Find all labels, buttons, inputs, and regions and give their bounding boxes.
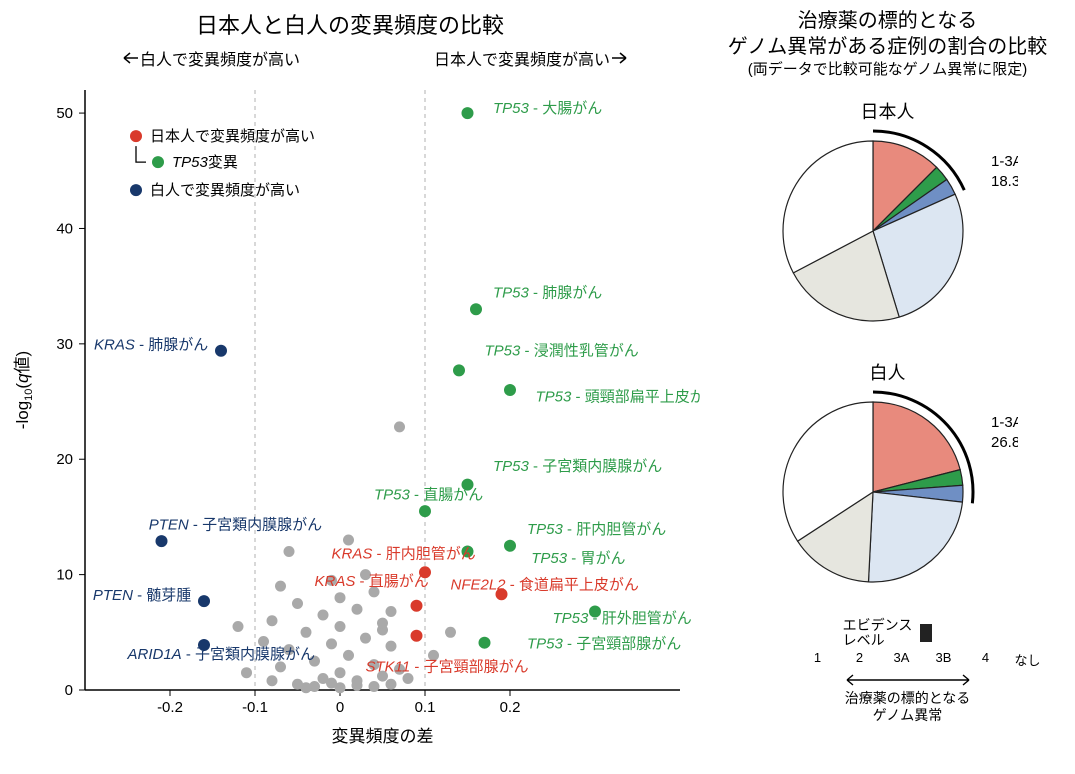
evidence-legend: エビデンス レベル: [710, 618, 1065, 649]
svg-text:0.2: 0.2: [500, 699, 521, 716]
svg-text:0: 0: [65, 682, 73, 699]
scatter-arrow-row: 白人で変異頻度が高い 日本人で変異頻度が高い: [0, 46, 700, 70]
svg-text:TP53 - 肝内胆管がん: TP53 - 肝内胆管がん: [527, 521, 666, 538]
legend-arrow: 治療薬の標的となる ゲノム異常: [710, 673, 1065, 724]
svg-text:0.1: 0.1: [415, 699, 436, 716]
arrow-right-text: 日本人で変異頻度が高い: [434, 46, 610, 70]
svg-text:TP53 - 肝外胆管がん: TP53 - 肝外胆管がん: [553, 610, 692, 627]
svg-text:1-3A: 1-3A: [991, 153, 1018, 170]
pie-wh-wrap: 白人 1-3A 26.8%: [710, 359, 1065, 602]
arrow-left-label: 白人で変異頻度が高い: [120, 46, 300, 70]
arrow-right-icon: [612, 52, 630, 64]
svg-text:50: 50: [56, 105, 73, 122]
svg-text:白人で変異頻度が高い: 白人で変異頻度が高い: [150, 182, 300, 199]
pie-title-line1: 治療薬の標的となる: [798, 10, 977, 32]
legend-label: 3A: [888, 650, 916, 669]
svg-text:-0.2: -0.2: [157, 699, 183, 716]
svg-text:1-3A: 1-3A: [991, 414, 1018, 431]
svg-text:-0.1: -0.1: [242, 699, 268, 716]
arrow-left-text: 白人で変異頻度が高い: [140, 46, 300, 70]
scatter-panel: 日本人と白人の変異頻度の比較 白人で変異頻度が高い 日本人で変異頻度が高い -0…: [0, 0, 700, 774]
svg-text:PTEN - 子宮類内膜腺がん: PTEN - 子宮類内膜腺がん: [149, 517, 322, 534]
svg-text:NFE2L2 - 食道扁平上皮がん: NFE2L2 - 食道扁平上皮がん: [451, 577, 639, 594]
legend-swatch: [930, 624, 932, 642]
svg-text:日本人で変異頻度が高い: 日本人で変異頻度が高い: [150, 128, 315, 145]
svg-text:18.3%: 18.3%: [991, 173, 1018, 190]
svg-text:TP53 - 子宮類内膜腺がん: TP53 - 子宮類内膜腺がん: [493, 458, 662, 475]
svg-text:TP53 - 子宮頸部腺がん: TP53 - 子宮頸部腺がん: [527, 635, 681, 652]
arrow-right-label: 日本人で変異頻度が高い: [434, 46, 630, 70]
pie-panel: 治療薬の標的となる ゲノム異常がある症例の割合の比較 (両データで比較可能なゲノ…: [700, 0, 1075, 774]
pie-wh: 1-3A 26.8%: [758, 387, 1018, 597]
svg-text:TP53 - 浸潤性乳管がん: TP53 - 浸潤性乳管がん: [485, 342, 639, 359]
svg-text:TP53 - 直腸がん: TP53 - 直腸がん: [374, 487, 483, 504]
scatter-title: 日本人と白人の変異頻度の比較: [0, 8, 700, 40]
svg-text:STK11 - 子宮頸部腺がん: STK11 - 子宮頸部腺がん: [366, 659, 529, 676]
svg-text:KRAS - 直腸がん: KRAS - 直腸がん: [315, 573, 429, 590]
svg-text:TP53 - 頭頸部扁平上皮がん: TP53 - 頭頸部扁平上皮がん: [536, 389, 701, 406]
svg-text:ARID1A - 子宮類内膜腺がん: ARID1A - 子宮類内膜腺がん: [127, 646, 316, 663]
svg-text:TP53 - 肺腺がん: TP53 - 肺腺がん: [493, 285, 602, 302]
legend-label: 4: [972, 650, 1000, 669]
legend-label: 3B: [930, 650, 958, 669]
pie-title-sub: (両データで比較可能なゲノム異常に限定): [710, 60, 1065, 80]
double-arrow-icon: [843, 673, 973, 687]
svg-text:PTEN - 髄芽腫: PTEN - 髄芽腫: [93, 587, 191, 604]
svg-text:20: 20: [56, 451, 73, 468]
scatter-chart: -0.2 -0.1 0 0.1 0.2 0 10 20 30 40 50 変異頻度の差 -log10(q…: [0, 70, 700, 760]
svg-text:変異頻度の差: 変異頻度の差: [332, 727, 434, 746]
svg-text:30: 30: [56, 336, 73, 353]
svg-text:TP53 - 大腸がん: TP53 - 大腸がん: [493, 100, 602, 117]
svg-text:KRAS - 肝内胆管がん: KRAS - 肝内胆管がん: [332, 545, 476, 562]
svg-text:40: 40: [56, 220, 73, 237]
svg-text:-log10(q値): -log10(q値): [13, 351, 35, 429]
legend-label: 1: [804, 650, 832, 669]
pie-title: 治療薬の標的となる ゲノム異常がある症例の割合の比較 (両データで比較可能なゲノ…: [710, 8, 1065, 80]
arrow-left-icon: [120, 52, 138, 64]
pie-title-line2: ゲノム異常がある症例の割合の比較: [728, 36, 1047, 58]
svg-text:0: 0: [336, 699, 344, 716]
pie-jp-wrap: 日本人 1-3A 18.3%: [710, 98, 1065, 341]
legend-arrow-label: 治療薬の標的となる ゲノム異常: [750, 690, 1065, 724]
legend-labels: 12 3A 3B 4 なし: [710, 650, 1065, 669]
svg-text:TP53 - 胃がん: TP53 - 胃がん: [531, 550, 625, 567]
svg-text:KRAS - 肺腺がん: KRAS - 肺腺がん: [94, 337, 208, 354]
pie-jp: 1-3A 18.3%: [758, 126, 1018, 336]
legend-label: 2: [846, 650, 874, 669]
pie-wh-label: 白人: [710, 359, 1065, 385]
legend-title: エビデンス レベル: [843, 618, 913, 649]
legend-label: なし: [1014, 650, 1042, 669]
svg-text:10: 10: [56, 567, 73, 584]
svg-text:TP53変異: TP53変異: [172, 154, 238, 171]
svg-text:26.8%: 26.8%: [991, 434, 1018, 451]
pie-jp-label: 日本人: [710, 98, 1065, 124]
